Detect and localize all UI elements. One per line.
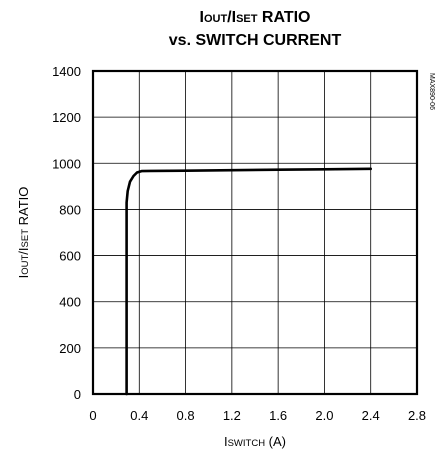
chart-title: IOUT/ISET RATIO vs. SWITCH CURRENT: [169, 9, 342, 49]
x-tick-label: 2.4: [362, 408, 380, 423]
x-tick-label: 0.8: [177, 408, 195, 423]
chart-title-line1: IOUT/ISET RATIO: [199, 9, 310, 26]
x-axis-label-text: ISWITCH (A): [224, 434, 286, 449]
figure-id: MAX890-06: [428, 73, 435, 110]
plot-border: [91, 69, 419, 396]
y-tick-labels: 0 200 400 600 800 1000 1200 1400: [52, 64, 81, 402]
x-tick-labels: 0 0.4 0.8 1.2 1.6 2.0 2.4 2.8: [89, 408, 426, 423]
x-tick-label: 1.2: [223, 408, 241, 423]
x-tick-label: 1.6: [269, 408, 287, 423]
y-tick-label: 200: [59, 341, 81, 356]
series-line: [125, 167, 373, 396]
y-tick-label: 0: [74, 387, 81, 402]
grid: [92, 70, 418, 395]
y-tick-label: 800: [59, 202, 81, 217]
y-tick-label: 400: [59, 295, 81, 310]
x-tick-label: 0: [89, 408, 96, 423]
x-tick-label: 2.8: [408, 408, 426, 423]
series: [125, 167, 373, 396]
y-tick-label: 1400: [52, 64, 81, 79]
figure-id-text: MAX890-06: [428, 73, 435, 110]
plot-frame: [91, 69, 419, 396]
chart-title-line2: vs. SWITCH CURRENT: [169, 32, 342, 49]
x-tick-label: 0.4: [130, 408, 148, 423]
y-axis-label-text: IOUT/ISET RATIO: [16, 187, 31, 279]
y-tick-label: 600: [59, 249, 81, 264]
y-tick-label: 1000: [52, 156, 81, 171]
y-tick-label: 1200: [52, 110, 81, 125]
x-axis-label: ISWITCH (A): [224, 434, 286, 449]
x-tick-label: 2.0: [315, 408, 333, 423]
y-axis-label: IOUT/ISET RATIO: [16, 187, 31, 279]
